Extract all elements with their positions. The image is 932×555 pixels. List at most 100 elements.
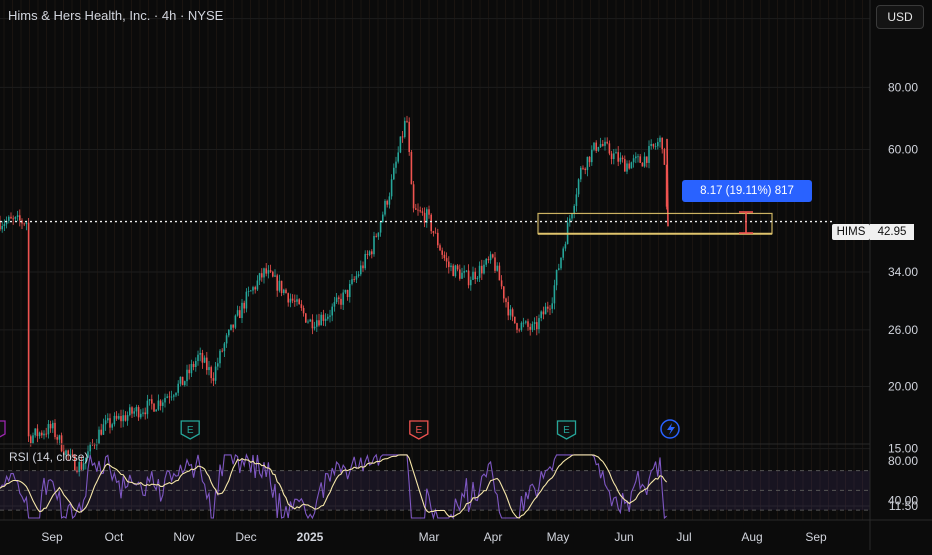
candle [661,137,663,154]
candle [54,419,56,440]
candle-body [351,279,353,284]
candle [36,424,39,443]
candle-body [80,461,83,470]
candle [650,139,652,150]
candle [118,413,120,420]
currency-button[interactable]: USD [876,5,924,29]
candle [234,314,237,330]
candle [368,250,371,257]
candles [0,115,668,477]
candle [597,146,600,152]
candle [465,270,468,273]
candle [221,348,223,353]
candle [208,360,210,376]
candle-body [384,200,386,215]
candle-body [419,210,421,212]
candle [419,206,421,213]
candle-body [157,400,160,410]
earnings-icon: E [180,420,200,440]
candle-body [547,306,549,309]
measure-label[interactable]: 8.17 (19.11%) 817 [682,180,812,202]
candle [120,409,122,428]
candle-body [571,213,573,219]
candle-body [355,275,358,280]
candle [232,324,234,333]
candle-body [5,220,8,225]
horizontal-grid [0,18,870,507]
candle-body [454,265,457,277]
candle [168,391,171,404]
candle-body [203,357,206,363]
candle [151,394,153,410]
candle [439,243,441,251]
candle-body [549,308,551,310]
candle [12,215,14,225]
candle-body [214,366,217,381]
candle-body [324,318,327,321]
candle [190,359,193,377]
candle-body [628,163,630,169]
candle [584,167,586,175]
candle [595,140,597,154]
candle-body [258,273,261,281]
candle [388,192,391,209]
price-tick-label: 80.00 [888,80,918,94]
candle-body [89,443,91,452]
time-tick-label: Nov [173,530,194,544]
candle-body [613,153,615,160]
candle-body [635,156,637,159]
candle [375,233,377,238]
candle-body [302,308,305,314]
candle [344,289,347,295]
candle [223,341,226,358]
candle [225,333,228,348]
candle-body [421,211,424,213]
candle [38,431,41,439]
candle-body [577,179,580,195]
candle-body [3,224,6,227]
candle [428,205,430,219]
candle-body [597,146,600,151]
candle [516,322,518,334]
candle-body [10,216,12,219]
candle [452,263,454,277]
candle [298,298,300,305]
candle [203,355,206,364]
candle-body [159,400,162,406]
candle [483,260,485,275]
candle-body [467,270,470,286]
candle [467,264,470,289]
candle [366,250,369,260]
candle-body [162,402,164,406]
candle-body [254,287,256,290]
candle-body [230,324,232,330]
rsi-label[interactable]: RSI (14, close) [9,450,89,464]
candle-body [30,436,32,444]
candle [386,199,388,208]
candle [137,405,140,421]
candle-body [489,254,492,261]
candle [549,305,551,315]
candle [296,294,298,306]
candle-body [584,168,586,171]
candle-body [542,311,545,315]
candle-body [509,309,512,316]
candle-body [12,218,14,220]
candle [362,261,364,272]
candle-body [52,422,54,429]
candle [331,303,333,322]
candle [241,299,243,323]
candle-body [465,270,468,272]
candle-body [170,396,173,398]
candle [586,156,589,177]
candle [283,288,285,296]
earnings-marker-shape [556,420,577,440]
candle [456,264,459,272]
candle-body [280,280,283,294]
candle [285,288,287,294]
candle [56,434,58,445]
candle-body [179,376,182,384]
candle [575,188,578,212]
